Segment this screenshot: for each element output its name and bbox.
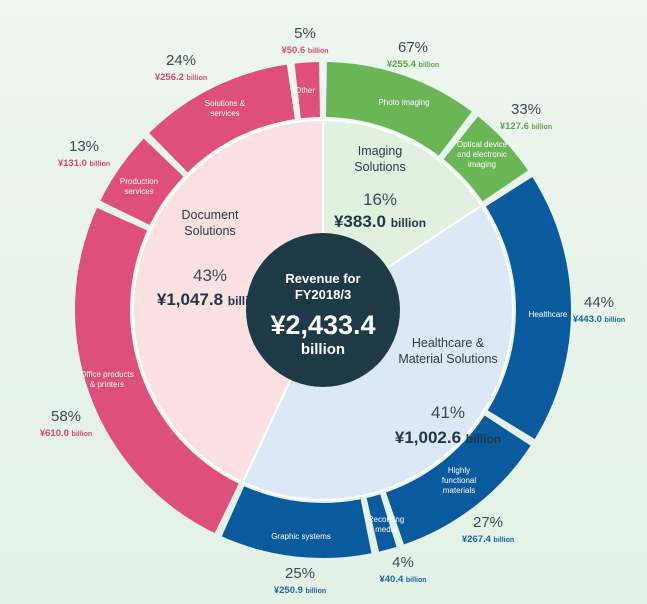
segment-percent-solutions: 24%	[166, 52, 196, 69]
segment-value-optical: ¥127.6 billion	[500, 121, 552, 132]
segment-label-photo: Photo imaging	[378, 98, 429, 107]
segment-value-photo: ¥255.4 billion	[387, 59, 439, 70]
segment-percent-office: 58%	[51, 408, 81, 425]
category-name-imaging: Solutions	[354, 160, 405, 174]
segment-label-recording: media	[375, 525, 397, 534]
pie-slice-document	[132, 118, 324, 484]
segment-label-office: & printers	[90, 380, 124, 389]
external-labels: 67% ¥255.4 billion 33% ¥127.6 billion 44% ¥44…	[40, 25, 625, 596]
segment-label-recording: Recording	[368, 515, 404, 524]
category-name-document: Solutions	[184, 224, 235, 238]
segment-label-highly: materials	[443, 486, 475, 495]
center-label-line2: FY2018/3	[295, 287, 351, 302]
segment-value-solutions: ¥256.2 billion	[155, 72, 207, 83]
segment-label-production: services	[124, 187, 153, 196]
segment-percent-production: 13%	[69, 138, 99, 155]
segment-label-graphic: Graphic systems	[271, 532, 331, 541]
segment-label-highly: Highly	[448, 466, 470, 475]
ring-segment-photo	[326, 62, 472, 156]
category-labels: Imaging Solutions 16% ¥383.0 billion Healthc…	[157, 144, 501, 447]
segment-label-optical: Optical device	[457, 140, 508, 149]
segment-label-optical: and electronic	[457, 150, 507, 159]
category-name-imaging: Imaging	[358, 144, 403, 158]
segment-percent-highly: 27%	[473, 514, 503, 531]
ring-segment-optical	[443, 116, 529, 202]
category-value-imaging: ¥383.0 billion	[334, 212, 426, 231]
ring-segment-recording	[366, 494, 397, 552]
segment-label-optical: imaging	[468, 160, 496, 169]
category-name-document: Document	[182, 208, 239, 222]
category-name-healthcare: Material Solutions	[398, 352, 497, 366]
segment-value-health: ¥443.0 billion	[573, 314, 625, 325]
segment-value-graphic: ¥250.9 billion	[274, 585, 326, 596]
center-circle	[246, 233, 400, 387]
outer-ring	[75, 62, 571, 558]
category-percent-healthcare: 41%	[431, 403, 465, 422]
category-value-healthcare: ¥1,002.6 billion	[395, 428, 501, 447]
ring-segment-solutions	[149, 64, 295, 173]
segment-label-solutions: Solutions &	[205, 99, 246, 108]
segment-percent-graphic: 25%	[285, 565, 315, 582]
segment-label-solutions: services	[210, 109, 239, 118]
segment-label-office: Office products	[80, 370, 134, 379]
center-total: Revenue for FY2018/3 ¥2,433.4 billion	[246, 233, 400, 387]
segment-percent-health: 44%	[584, 294, 614, 311]
ring-segment-highly	[385, 415, 531, 545]
category-percent-imaging: 16%	[363, 190, 397, 209]
center-label-line1: Revenue for	[285, 271, 360, 286]
segment-percent-recording: 4%	[392, 554, 414, 571]
segment-percent-optical: 33%	[511, 101, 541, 118]
segment-percent-photo: 67%	[398, 39, 428, 56]
segment-label-production: Production	[120, 177, 158, 186]
ring-segment-office	[75, 207, 239, 534]
ring-segment-production	[100, 138, 184, 225]
segment-label-other: Other	[295, 86, 315, 95]
segment-label-health: Healthcare	[529, 310, 568, 319]
segment-value-recording: ¥40.4 billion	[379, 574, 426, 585]
segment-percent-other: 5%	[294, 25, 316, 42]
segment-label-highly: functional	[442, 476, 476, 485]
center-total-value: ¥2,433.4	[270, 310, 375, 340]
category-name-healthcare: Healthcare &	[412, 336, 485, 350]
segment-value-office: ¥610.0 billion	[40, 428, 92, 439]
ring-segment-health	[485, 176, 571, 440]
segment-value-other: ¥50.6 billion	[281, 45, 328, 56]
segment-value-highly: ¥267.4 billion	[462, 534, 514, 545]
segment-value-production: ¥131.0 billion	[58, 158, 110, 169]
ring-segment-graphic	[221, 486, 372, 558]
ring-segment-other	[294, 62, 320, 119]
center-total-unit: billion	[301, 341, 345, 358]
category-percent-document: 43%	[193, 266, 227, 285]
